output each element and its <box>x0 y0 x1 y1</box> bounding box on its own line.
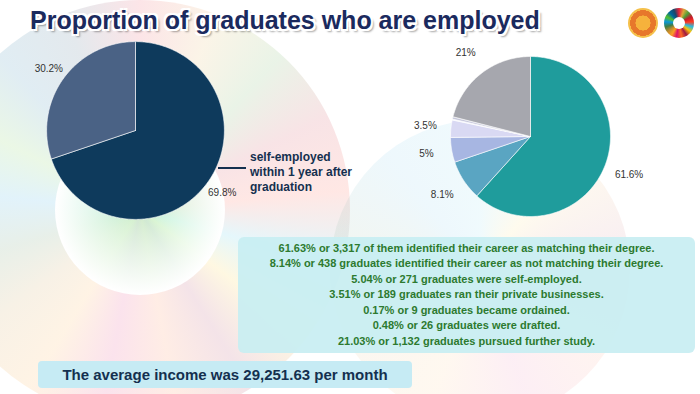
html-text:0.17% or 9 graduates became or: 0.17% or 9 graduates became ordained. <box>363 303 570 316</box>
html-text:8.14% or 438 graduates identif: 8.14% or 438 graduates identified their … <box>269 257 664 270</box>
svg-text:8.1%: 8.1% <box>431 189 454 200</box>
html-text:61.63% or 3,317 of them identi: 61.63% or 3,317 of them identified their… <box>278 241 655 254</box>
svg-text:21%: 21% <box>456 47 476 58</box>
html-text:21.03% or 1,132 graduates purs: 21.03% or 1,132 graduates pursued furthe… <box>337 334 596 347</box>
svg-text:5%: 5% <box>419 148 434 159</box>
html-text:Proportion of graduates who ar: Proportion of graduates who are employed <box>30 6 540 34</box>
svg-text:30.2%: 30.2% <box>35 63 63 74</box>
svg-text:61.6%: 61.6% <box>615 169 643 180</box>
html-text:3.51% or 189 graduates ran the: 3.51% or 189 graduates ran their private… <box>329 288 604 301</box>
html-text:0.48% or 26 graduates were dra: 0.48% or 26 graduates were drafted. <box>372 319 561 332</box>
html-text:self-employed within 1 year af: self-employed within 1 year after gradua… <box>250 150 352 194</box>
html-text:The average income was 29,251.: The average income was 29,251.63 per mon… <box>62 366 388 383</box>
html-text:5.04% or 271 graduates were se: 5.04% or 271 graduates were self-employe… <box>351 272 582 285</box>
svg-text:69.8%: 69.8% <box>208 187 236 198</box>
svg-text:3.5%: 3.5% <box>414 120 437 131</box>
